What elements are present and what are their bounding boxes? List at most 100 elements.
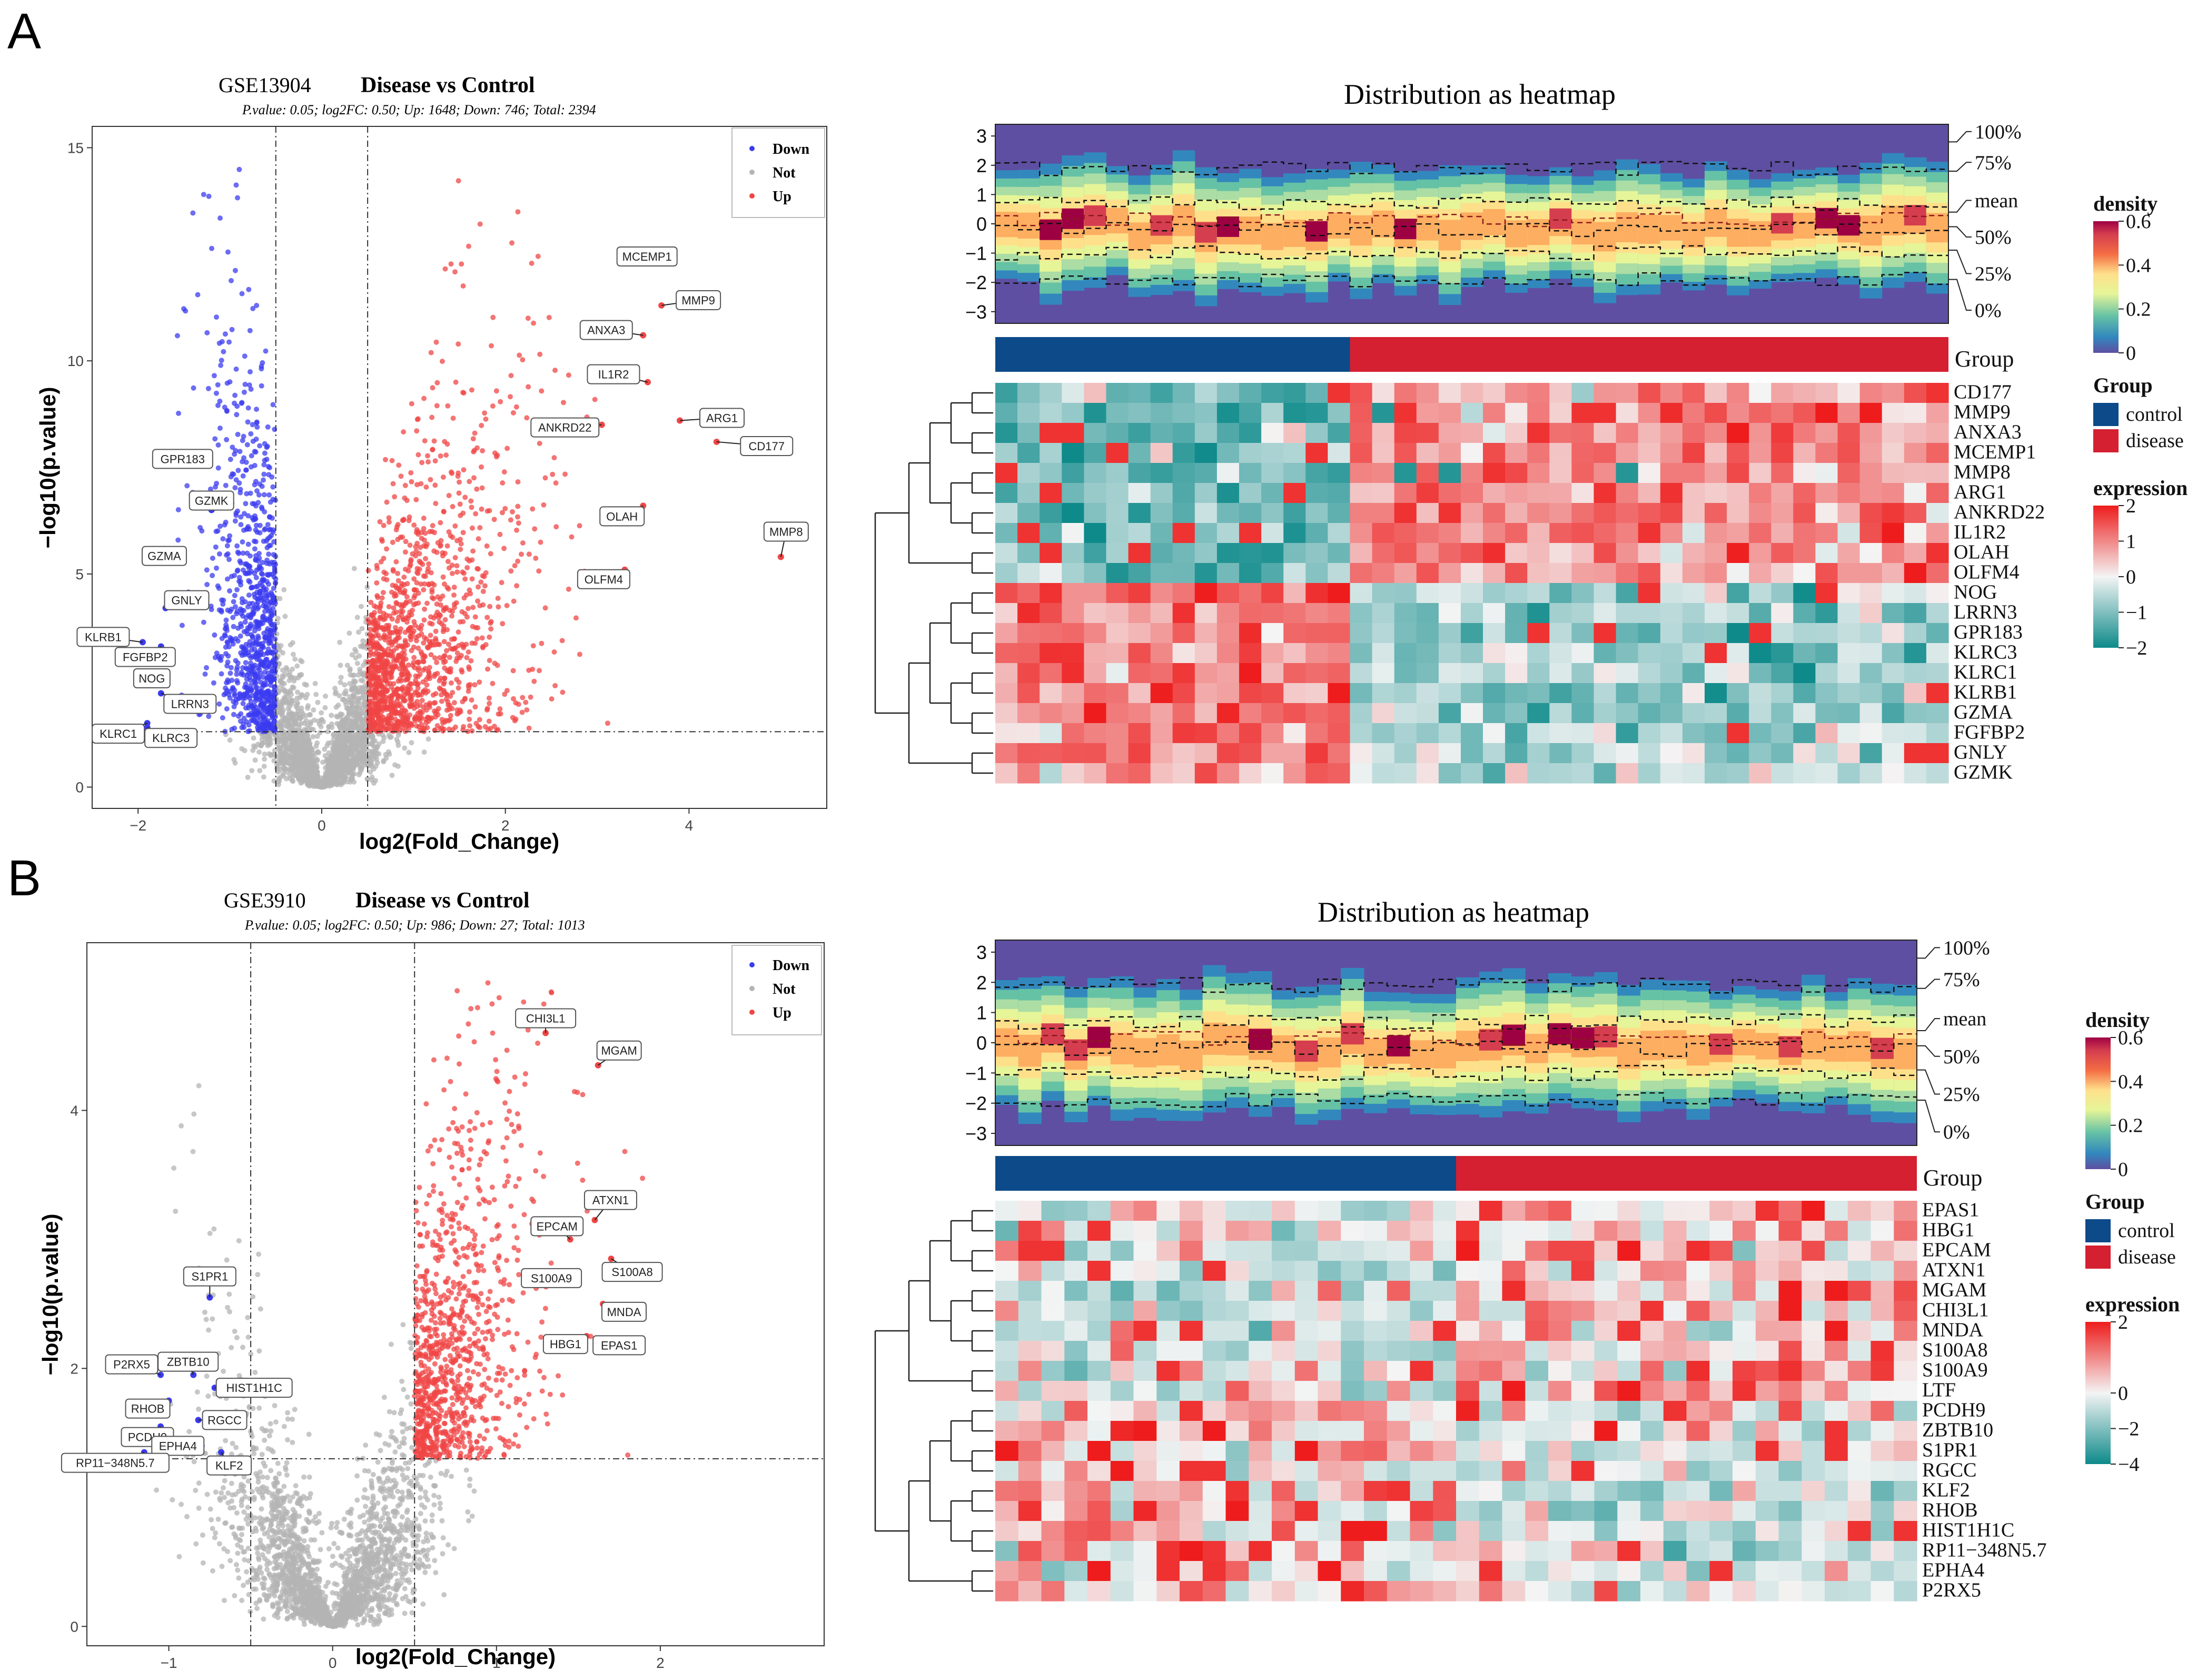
point-up <box>438 453 443 459</box>
point-not <box>362 743 368 748</box>
point-not <box>280 674 286 680</box>
point-up <box>460 510 466 516</box>
point-up <box>422 438 428 443</box>
point-up <box>429 587 435 592</box>
point-up <box>438 538 444 543</box>
point-up <box>508 568 514 574</box>
point-up <box>402 567 408 572</box>
point-up <box>537 351 543 357</box>
point-not <box>368 769 373 775</box>
point-up <box>441 654 447 659</box>
heatmap-cell <box>1505 463 1528 483</box>
quantile-label: 0% <box>1975 300 2002 322</box>
density-y-label: −3 <box>965 301 987 323</box>
density-y-label: −1 <box>965 243 987 264</box>
point-down <box>235 638 241 644</box>
heatmap-cell <box>1172 443 1195 463</box>
heatmap-cell <box>1040 383 1062 403</box>
heatmap-cell <box>1062 403 1084 423</box>
point-up <box>388 639 394 645</box>
point-down <box>244 491 250 497</box>
point-not <box>288 642 293 648</box>
point-down <box>216 701 222 707</box>
heatmap-cell <box>1727 463 1749 483</box>
point-down <box>174 333 180 339</box>
point-not <box>312 680 318 686</box>
point-down <box>223 617 229 623</box>
point-down <box>235 713 241 719</box>
gene-label: KLRC3 <box>152 732 190 745</box>
point-up <box>401 574 407 580</box>
density-band <box>1638 214 1661 244</box>
heatmap-cell <box>1372 443 1395 463</box>
point-down <box>260 571 265 577</box>
point-down <box>270 497 276 502</box>
point-down <box>265 522 271 528</box>
point-up <box>479 506 484 512</box>
point-down <box>243 660 249 666</box>
heatmap-cell <box>1328 443 1351 463</box>
point-down <box>234 412 240 418</box>
point-up <box>419 530 424 535</box>
point-not <box>289 674 295 680</box>
point-down <box>215 583 221 589</box>
point-up <box>466 649 471 655</box>
point-down <box>216 551 222 557</box>
point-not <box>352 720 358 726</box>
point-up <box>536 568 542 574</box>
point-up <box>519 551 524 557</box>
density-y-label: 1 <box>976 184 987 205</box>
point-not <box>319 784 324 790</box>
heatmap-cell <box>1150 403 1173 423</box>
point-down <box>175 537 181 543</box>
point-up <box>479 635 485 641</box>
point-down <box>246 670 252 676</box>
point-up <box>537 668 542 674</box>
point-up <box>566 372 571 378</box>
point-up <box>433 501 439 506</box>
point-down <box>254 656 260 662</box>
point-down <box>253 436 259 442</box>
heatmap-cell <box>1150 443 1173 463</box>
point-down <box>232 268 238 273</box>
point-down <box>246 592 252 598</box>
heatmap-cell <box>1837 403 1860 423</box>
point-up <box>511 598 517 604</box>
point-up <box>443 648 449 654</box>
point-up <box>374 562 380 568</box>
point-down <box>255 689 261 695</box>
heatmap-cell <box>1527 383 1550 403</box>
quantile-label: 100% <box>1975 121 2022 143</box>
quantile-label: 75% <box>1975 152 2012 174</box>
point-down <box>233 510 239 516</box>
point-up <box>539 388 545 394</box>
point-down <box>265 718 271 724</box>
point-up <box>492 450 498 456</box>
heatmap-cell <box>1461 383 1483 403</box>
point-down <box>249 611 254 617</box>
point-down <box>241 608 246 614</box>
point-up <box>399 584 404 589</box>
point-up <box>434 659 440 665</box>
point-down <box>217 215 223 221</box>
point-up <box>530 643 536 649</box>
heatmap-cell <box>1682 403 1705 423</box>
point-up <box>487 700 492 706</box>
point-down <box>260 719 266 725</box>
point-up <box>469 505 474 510</box>
point-not <box>374 760 380 766</box>
heatmap-cell <box>1261 403 1284 423</box>
heatmap-cell <box>1394 443 1417 463</box>
point-down <box>175 507 181 512</box>
density-band <box>1594 222 1617 252</box>
point-down <box>252 663 258 668</box>
point-down <box>227 588 232 594</box>
legend-dot-up <box>749 193 755 199</box>
point-up <box>395 570 401 576</box>
point-up <box>496 711 501 717</box>
point-down <box>206 193 212 199</box>
point-down <box>226 537 232 543</box>
point-up <box>449 613 454 619</box>
point-up <box>392 706 398 712</box>
point-up <box>449 570 455 576</box>
